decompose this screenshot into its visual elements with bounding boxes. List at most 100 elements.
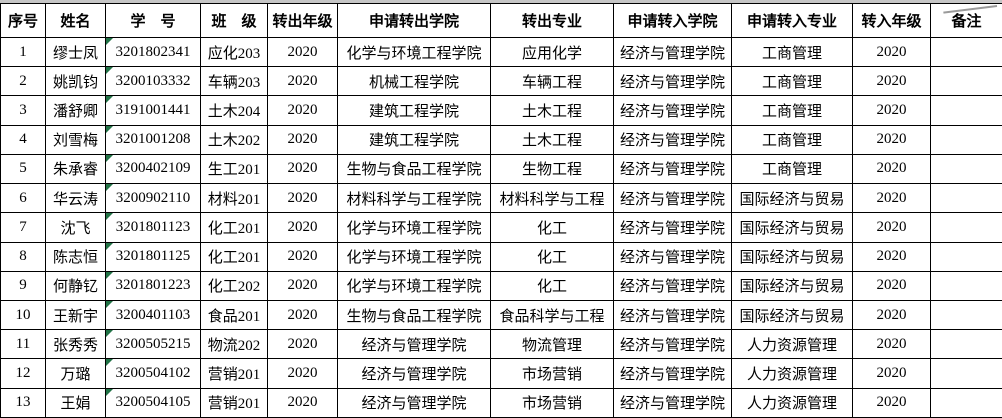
table-cell: 王新宇 xyxy=(45,299,106,331)
table-cell: 土木204 xyxy=(200,95,268,126)
table-cell: 2020 xyxy=(267,66,338,97)
table-cell: 经济与管理学院 xyxy=(613,299,732,331)
table-cell: 国际经济与贸易 xyxy=(731,212,853,243)
table-cell: 11 xyxy=(0,329,46,360)
table-cell: 2020 xyxy=(852,241,931,272)
table-cell: 材料201 xyxy=(200,183,268,214)
table-cell: 物流202 xyxy=(200,329,268,360)
table-cell: 车辆工程 xyxy=(490,66,614,97)
table-cell: 2020 xyxy=(852,270,931,301)
student-id-cell: 3200504105 xyxy=(105,387,201,418)
table-cell: 2020 xyxy=(852,183,931,214)
table-cell: 2020 xyxy=(852,36,931,68)
column-header-7: 转出专业 xyxy=(490,3,614,38)
table-cell: 土木工程 xyxy=(490,95,614,126)
table-cell xyxy=(930,66,1002,97)
table-cell: 2020 xyxy=(267,358,338,389)
table-cell: 2020 xyxy=(852,153,931,185)
table-cell: 2020 xyxy=(852,95,931,126)
table-cell: 缪士凤 xyxy=(45,36,106,68)
table-cell: 经济与管理学院 xyxy=(337,358,491,389)
table-cell: 沈飞 xyxy=(45,212,106,243)
table-row: 2 姚凯钧 3200103332 车辆203 2020 机械工程学院 车辆工程 经济与管理学院… xyxy=(0,66,1002,97)
student-id-cell: 3200902110 xyxy=(105,183,201,214)
student-id-cell: 3201801125 xyxy=(105,241,201,272)
table-cell: 食品201 xyxy=(200,299,268,331)
student-id-cell: 3201801223 xyxy=(105,270,201,301)
top-edge-strip xyxy=(0,0,1002,3)
student-transfer-table: 序号 姓名学 号班 级转出年级 申请转出学院 转出专业 申请转入学院 申请转入专业 转入年级… xyxy=(0,3,1002,418)
table-cell: 2020 xyxy=(267,241,338,272)
table-cell: 化学与环境工程学院 xyxy=(337,36,491,68)
column-header-4: 班 级 xyxy=(200,3,268,38)
table-cell: 物流管理 xyxy=(490,329,614,360)
table-cell: 国际经济与贸易 xyxy=(731,241,853,272)
table-cell: 经济与管理学院 xyxy=(613,270,732,301)
table-cell xyxy=(930,387,1002,418)
table-cell: 化学与环境工程学院 xyxy=(337,270,491,301)
table-cell: 8 xyxy=(0,241,46,272)
table-cell xyxy=(930,299,1002,331)
column-header-5: 转出年级 xyxy=(267,3,338,38)
table-row: 10 王新宇 3200401103 食品201 2020 生物与食品工程学院 食品科学与工程… xyxy=(0,299,1002,331)
table-cell: 2020 xyxy=(852,124,931,155)
table-cell: 化工201 xyxy=(200,241,268,272)
table-cell: 营销201 xyxy=(200,358,268,389)
student-id-cell: 3200504102 xyxy=(105,358,201,389)
number-stored-as-text-indicator-icon xyxy=(106,359,113,367)
table-cell: 2020 xyxy=(267,124,338,155)
number-stored-as-text-indicator-icon xyxy=(106,301,113,308)
table-cell: 经济与管理学院 xyxy=(613,329,732,360)
student-id-cell: 3201802341 xyxy=(105,36,201,68)
table-cell: 刘雪梅 xyxy=(45,124,106,155)
table-cell: 经济与管理学院 xyxy=(337,329,491,360)
table-row: 5 朱承睿 3200402109 生工201 2020 生物与食品工程学院 生物工程 经济与管… xyxy=(0,153,1002,185)
table-cell: 2 xyxy=(0,66,46,97)
table-cell: 2020 xyxy=(267,212,338,243)
table-cell: 王娟 xyxy=(45,387,106,418)
number-stored-as-text-indicator-icon xyxy=(106,213,113,221)
number-stored-as-text-indicator-icon xyxy=(106,96,113,104)
table-cell: 化工 xyxy=(490,270,614,301)
table-cell: 姚凯钧 xyxy=(45,66,106,97)
table-cell: 经济与管理学院 xyxy=(613,241,732,272)
table-cell: 潘舒卿 xyxy=(45,95,106,126)
student-id-cell: 3201001208 xyxy=(105,124,201,155)
table-cell: 1 xyxy=(0,36,46,68)
table-cell: 工商管理 xyxy=(731,36,853,68)
table-cell: 2020 xyxy=(267,95,338,126)
table-cell: 工商管理 xyxy=(731,124,853,155)
table-cell: 2020 xyxy=(852,212,931,243)
column-header-6: 申请转出学院 xyxy=(337,3,491,38)
table-cell: 经济与管理学院 xyxy=(613,95,732,126)
table-cell: 化学与环境工程学院 xyxy=(337,212,491,243)
table-cell: 10 xyxy=(0,299,46,331)
table-cell: 化工201 xyxy=(200,212,268,243)
column-header-10: 转入年级 xyxy=(852,3,931,38)
table-cell: 2020 xyxy=(267,183,338,214)
table-cell: 建筑工程学院 xyxy=(337,124,491,155)
table-cell: 经济与管理学院 xyxy=(613,153,732,185)
table-row: 11 张秀秀 3200505215 物流202 2020 经济与管理学院 物流管理 经济与管理… xyxy=(0,329,1002,360)
table-cell: 经济与管理学院 xyxy=(613,183,732,214)
table-cell: 生物与食品工程学院 xyxy=(337,153,491,185)
table-row: 3 潘舒卿 3191001441 土木204 2020 建筑工程学院 土木工程 经济与管理学院… xyxy=(0,95,1002,126)
table-cell: 工商管理 xyxy=(731,153,853,185)
table-cell: 化学与环境工程学院 xyxy=(337,241,491,272)
table-row: 13 王娟 3200504105 营销201 2020 经济与管理学院 市场营销 经济与管理学… xyxy=(0,387,1002,418)
student-id-cell: 3200505215 xyxy=(105,329,201,360)
table-cell: 人力资源管理 xyxy=(731,387,853,418)
student-id-cell: 3191001441 xyxy=(105,95,201,126)
table-cell: 生物工程 xyxy=(490,153,614,185)
table-cell: 何静钇 xyxy=(45,270,106,301)
table-row: 1 缪士凤 3201802341 应化203 2020 化学与环境工程学院 应用化学 经济与管… xyxy=(0,36,1002,68)
table-cell: 3 xyxy=(0,95,46,126)
table-cell: 经济与管理学院 xyxy=(613,212,732,243)
student-id-cell: 3200401103 xyxy=(105,299,201,331)
table-row: 9 何静钇 3201801223 化工202 2020 化学与环境工程学院 化工 经济与管理学… xyxy=(0,270,1002,301)
student-id-cell: 3200103332 xyxy=(105,66,201,97)
student-id-cell: 3201801123 xyxy=(105,212,201,243)
table-cell: 经济与管理学院 xyxy=(613,358,732,389)
number-stored-as-text-indicator-icon xyxy=(106,330,113,338)
